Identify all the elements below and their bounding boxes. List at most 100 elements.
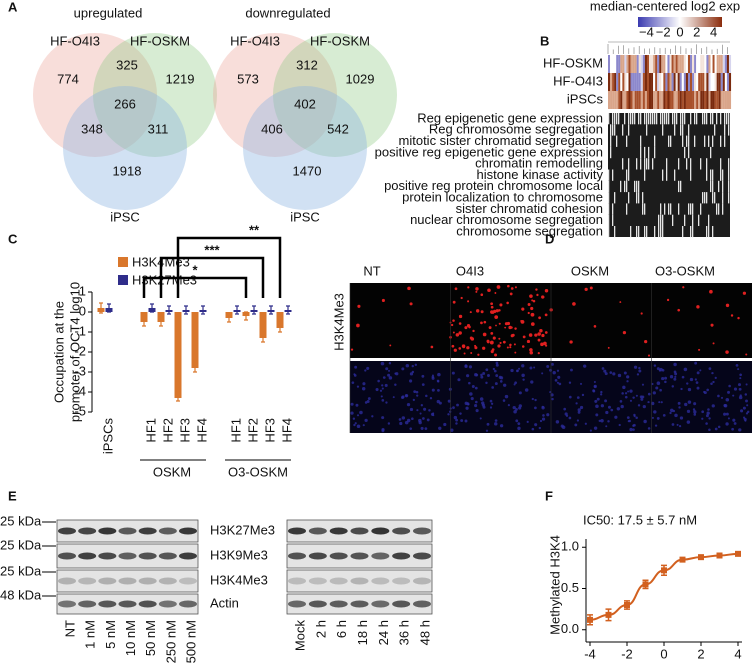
nucleus — [429, 397, 433, 400]
go-cell — [724, 124, 726, 136]
nucleus — [515, 419, 519, 423]
nucleus — [432, 412, 435, 415]
blot-band — [350, 577, 369, 585]
blot-band — [350, 600, 369, 608]
cell-signal — [607, 346, 610, 349]
venn-circle — [33, 33, 157, 157]
go-cell — [728, 192, 730, 204]
nucleus — [399, 421, 403, 426]
nucleus — [485, 368, 489, 372]
go-cell — [720, 135, 722, 147]
heatmap-cell — [669, 55, 672, 73]
heatmap-cell — [642, 91, 645, 109]
x-tick-label: HF3 — [177, 418, 192, 443]
panel-label: B — [540, 33, 549, 48]
heatmap-cell — [653, 55, 656, 73]
cell-signal — [470, 351, 473, 354]
heatmap-cell — [649, 55, 652, 73]
x-tick-label: -2 — [621, 646, 633, 661]
cell-signal — [510, 287, 514, 290]
heatmap-cell — [692, 55, 695, 73]
nucleus — [353, 374, 357, 377]
nucleus — [479, 417, 482, 420]
blot-strip — [56, 569, 199, 593]
nucleus — [552, 371, 556, 375]
error-bar — [167, 305, 171, 315]
blot-band — [98, 600, 117, 608]
go-cell — [644, 146, 646, 159]
nucleus — [388, 376, 393, 380]
blot-band — [413, 552, 431, 560]
heatmap-cell — [710, 91, 713, 109]
nucleus — [515, 407, 518, 411]
nucleus — [656, 381, 661, 386]
go-cell — [664, 203, 666, 215]
go-cell — [650, 113, 652, 125]
venn-set-label: iPSC — [290, 209, 320, 224]
heatmap-cell — [657, 73, 660, 91]
significance-bracket — [142, 276, 248, 298]
nucleus — [677, 401, 681, 405]
cell-signal — [466, 346, 470, 350]
heatmap-cell — [655, 73, 658, 91]
y-axis-label: promoter of OCT4 log10 — [67, 282, 82, 422]
go-cell — [686, 135, 688, 147]
go-cell — [644, 226, 646, 238]
cell-signal — [529, 350, 534, 355]
nucleus — [384, 383, 388, 387]
nucleus — [568, 395, 572, 399]
venn-circle — [273, 33, 397, 157]
nucleus — [524, 388, 529, 392]
nucleus — [493, 369, 497, 373]
cell-signal — [409, 302, 413, 306]
go-cell — [688, 146, 690, 159]
heatmap-cell — [681, 91, 684, 109]
go-cell — [690, 203, 692, 215]
go-cell — [666, 169, 668, 181]
go-cell — [690, 113, 692, 125]
go-cell — [714, 192, 716, 204]
nucleus — [406, 402, 411, 407]
heatmap-cell — [608, 73, 611, 91]
go-cell — [676, 113, 678, 125]
nucleus — [693, 413, 697, 416]
heatmap-cell — [708, 91, 711, 109]
go-cell — [704, 135, 706, 147]
bar — [276, 312, 284, 328]
heatmap-cell — [718, 55, 721, 73]
go-cell — [626, 169, 628, 181]
nucleus — [706, 411, 710, 415]
nucleus — [616, 407, 621, 411]
cell-signal — [532, 299, 536, 303]
heatmap-cell — [694, 91, 697, 109]
heatmap-cell — [728, 55, 732, 73]
go-cell — [716, 113, 718, 125]
nucleus — [465, 406, 469, 410]
blot-band — [329, 600, 348, 608]
nucleus — [381, 429, 385, 433]
nucleus — [678, 425, 682, 428]
go-cell — [710, 146, 712, 159]
nucleus — [671, 423, 675, 426]
go-cell — [640, 146, 642, 159]
heatmap-cell — [636, 91, 639, 109]
cell-signal — [489, 340, 494, 345]
nucleus — [742, 406, 746, 410]
heatmap-cell — [724, 73, 727, 91]
cell-signal — [709, 289, 713, 294]
cell-signal — [510, 326, 513, 329]
nucleus — [699, 369, 702, 372]
go-cell — [660, 226, 662, 238]
nucleus — [692, 408, 696, 411]
go-term: protein localization to chromosome — [402, 190, 603, 205]
nucleus — [361, 386, 366, 391]
venn-set-label: HF-OSKM — [310, 33, 370, 48]
cell-signal — [537, 332, 541, 336]
nucleus — [651, 416, 654, 419]
go-cell — [706, 226, 708, 238]
nucleus — [658, 369, 662, 372]
go-cell — [690, 169, 692, 181]
lane-label: 5 nM — [103, 620, 118, 649]
heatmap-cell — [632, 91, 635, 109]
heatmap-cell — [630, 73, 633, 91]
